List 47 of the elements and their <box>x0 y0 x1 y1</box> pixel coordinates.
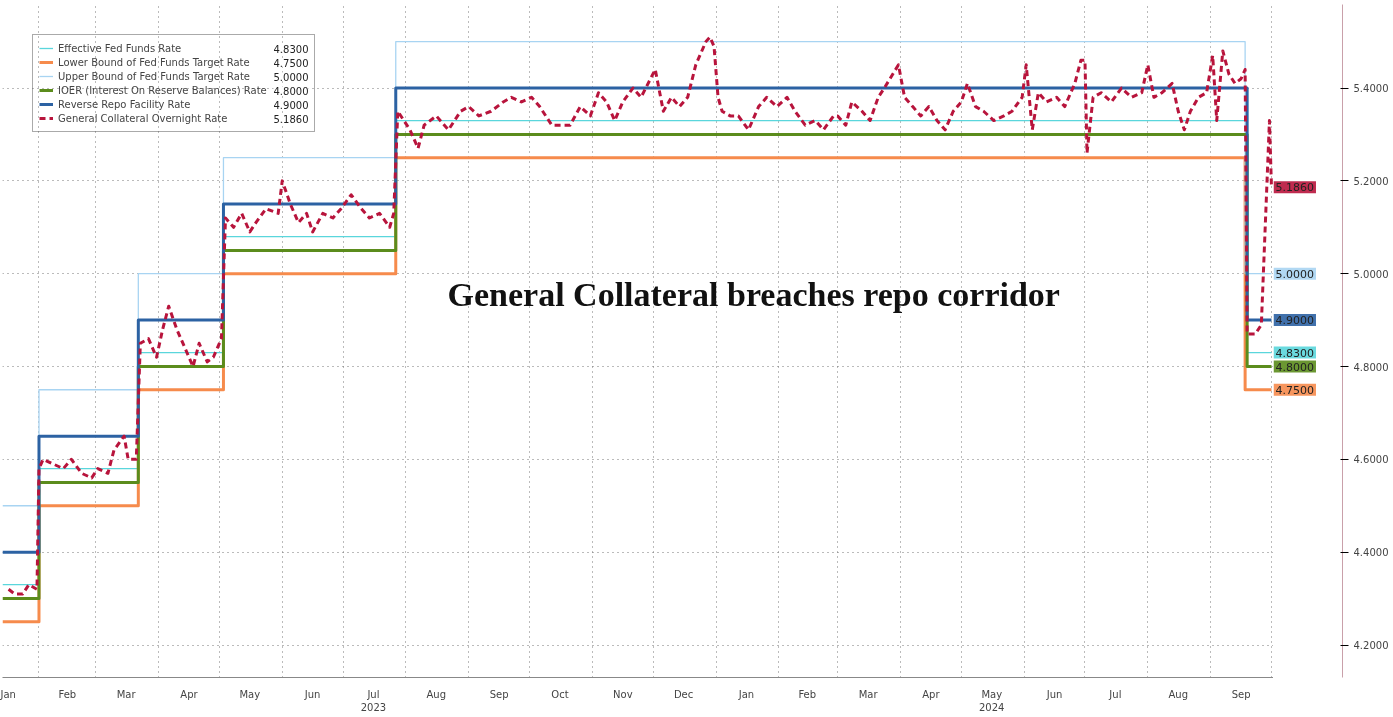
x-tick-label: Feb <box>58 688 77 700</box>
text: 4.8000 <box>273 85 309 97</box>
legend-label: Reverse Repo Facility Rate <box>58 98 191 110</box>
x-tick-label: Jun <box>1045 688 1063 700</box>
x-tick-label: Aug <box>426 688 447 700</box>
x-tick-label: Jan <box>0 688 16 700</box>
x-tick-label: May 2024 <box>979 688 1005 713</box>
y-tick-label: 4.2000 <box>1353 640 1389 652</box>
data-label: 4.7500 <box>1275 383 1314 397</box>
y-tick-label: 5.2000 <box>1353 175 1389 187</box>
y-tick-label: 5.0000 <box>1353 268 1389 280</box>
legend-label: IOER (Interest On Reserve Balances) Rate <box>58 84 267 96</box>
x-tick-label: Apr <box>180 688 199 700</box>
text: 4.9000 <box>273 99 309 111</box>
text: 4.7500 <box>273 57 309 69</box>
x-tick-label: Sep <box>1231 688 1251 700</box>
y-tick-label: 4.6000 <box>1353 454 1389 466</box>
data-label: 4.8300 <box>1275 346 1314 360</box>
data-label: 4.9000 <box>1275 314 1314 328</box>
x-tick-label: Aug <box>1168 688 1188 700</box>
data-label: 5.1860 <box>1275 181 1314 195</box>
y-tick-label: 4.8000 <box>1353 361 1389 373</box>
y-tick-label: 4.4000 <box>1353 547 1389 559</box>
x-tick-label: Jun <box>303 688 321 700</box>
x-tick-label: Apr <box>922 688 941 700</box>
text: 5.1860 <box>273 113 309 125</box>
x-tick-label: Dec <box>673 688 694 700</box>
x-tick-label: Jan <box>737 688 755 700</box>
legend-label: Effective Fed Funds Rate <box>58 42 182 54</box>
legend-label: Upper Bound of Fed Funds Target Rate <box>58 70 251 82</box>
x-tick-label: Jul <box>1108 688 1122 700</box>
x-tick-label: Sep <box>489 688 509 700</box>
legend-label: General Collateral Overnight Rate <box>58 112 228 124</box>
y-tick-label: 5.4000 <box>1353 83 1389 95</box>
x-tick-label: Feb <box>798 688 817 700</box>
annotation: General Collateral breaches repo corridor <box>447 275 1060 313</box>
x-tick-label: May <box>239 688 261 700</box>
x-tick-label: Nov <box>613 688 633 700</box>
x-tick-label: Oct <box>551 688 569 700</box>
text: 4.8300 <box>273 43 309 55</box>
legend-label: Lower Bound of Fed Funds Target Rate <box>58 56 250 68</box>
data-label: 5.0000 <box>1275 267 1314 281</box>
data-label: 4.8000 <box>1275 360 1314 374</box>
x-tick-label: Jul 2023 <box>360 688 387 713</box>
text: 5.0000 <box>273 71 309 83</box>
x-tick-label: Mar <box>116 688 137 700</box>
x-tick-label: Mar <box>858 688 879 700</box>
